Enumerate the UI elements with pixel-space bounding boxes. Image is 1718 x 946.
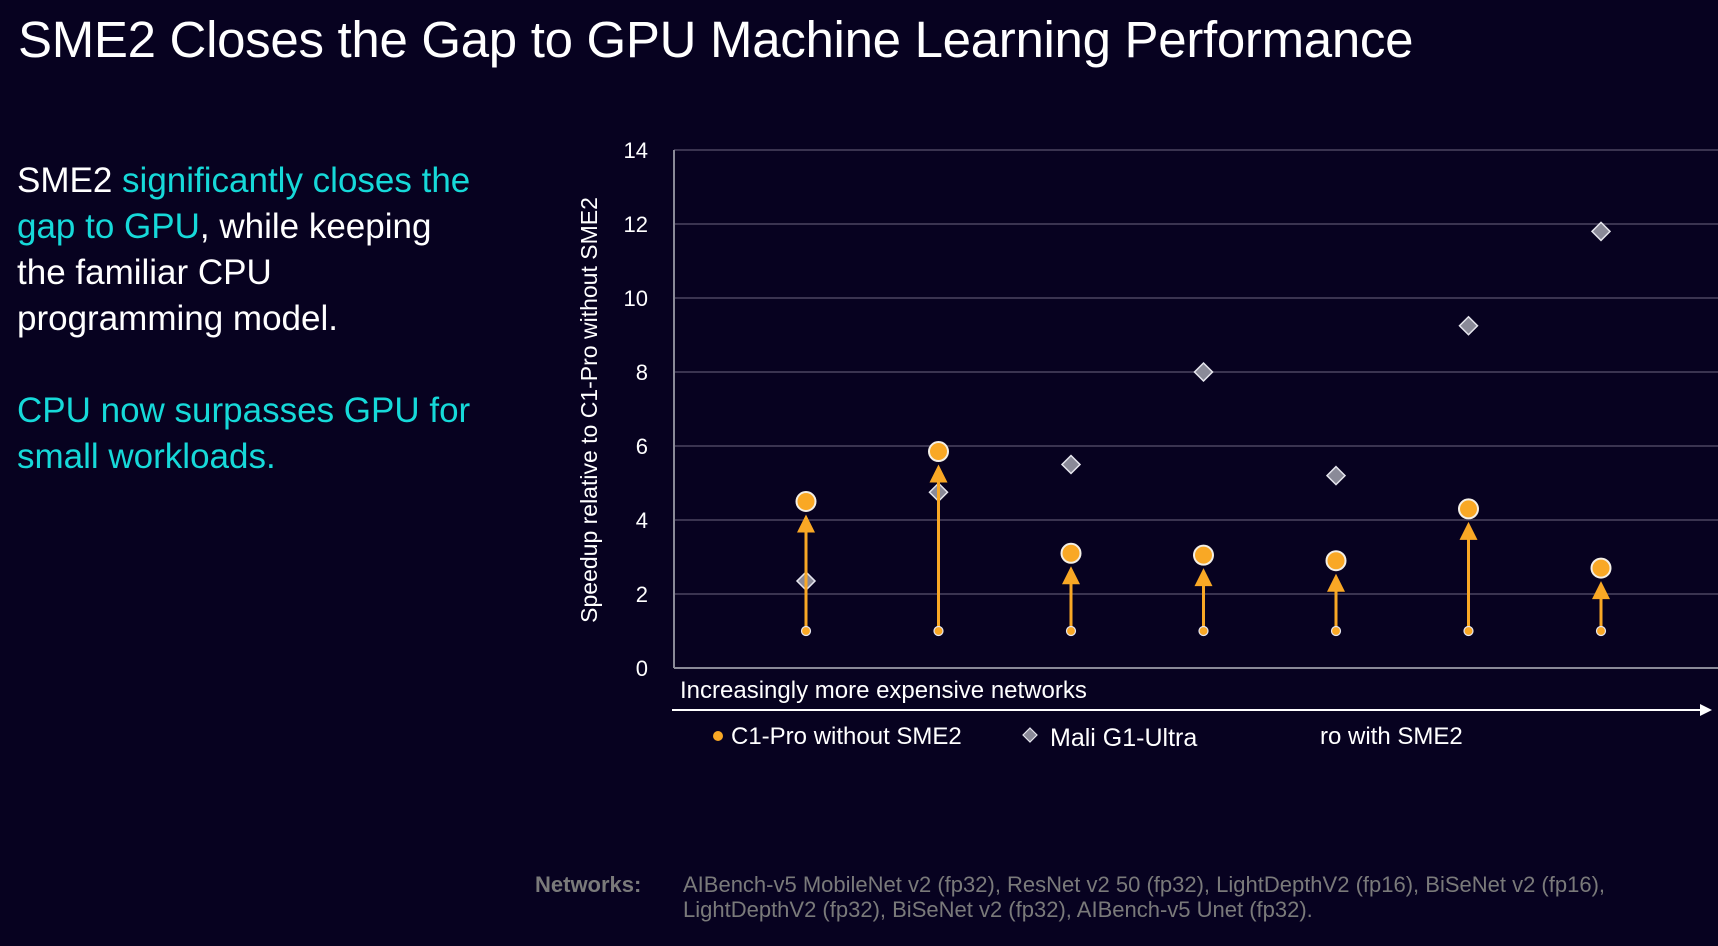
legend-diamond-icon — [1022, 727, 1038, 743]
summary-paragraph-1: SME2 significantly closes the gap to GPU… — [17, 158, 487, 342]
y-tick-label: 8 — [636, 360, 648, 385]
footnote-text: AIBench-v5 MobileNet v2 (fp32), ResNet v… — [683, 872, 1606, 922]
mali-g1-ultra-point — [1060, 454, 1082, 475]
c1-pro-without-sme2-point — [800, 625, 812, 637]
speedup-arrowhead — [1327, 573, 1345, 592]
y-tick-label: 12 — [624, 212, 648, 237]
y-tick-labels: 0 2 4 6 8 10 12 14 — [624, 138, 648, 681]
y-tick-label: 0 — [636, 656, 648, 681]
speedup-arrowhead — [1592, 581, 1610, 600]
c1-pro-without-sme2-point — [1330, 625, 1342, 637]
c1-pro-with-sme2-point — [1590, 557, 1612, 579]
c1-pro-with-sme2-point — [1060, 542, 1082, 564]
speedup-arrowhead — [929, 464, 948, 483]
footnote: Networks: AIBench-v5 MobileNet v2 (fp32)… — [535, 872, 1683, 922]
summary-text-run: SME2 — [17, 161, 123, 200]
c1-pro-with-sme2-point — [1193, 544, 1214, 566]
data-marks — [795, 221, 1612, 637]
speedup-arrowhead — [1194, 568, 1213, 587]
c1-pro-without-sme2-point — [1463, 625, 1474, 637]
speedup-arrowhead — [1459, 521, 1478, 540]
summary-text-run: , while keeping the familiar CPU program… — [17, 207, 432, 338]
y-axis-label: Speedup relative to C1-Pro without SME2 — [576, 197, 602, 623]
legend-dot-icon — [713, 731, 723, 741]
mali-g1-ultra-point — [1590, 221, 1612, 242]
mali-g1-ultra-point — [1458, 315, 1479, 336]
summary-highlight: CPU now surpasses GPU for small workload… — [17, 391, 471, 476]
c1-pro-with-sme2-point — [795, 491, 817, 512]
y-tick-label: 2 — [636, 582, 648, 607]
footnote-label: Networks: — [535, 872, 642, 897]
legend-label-c1-pro-without-sme2: C1-Pro without SME2 — [731, 723, 962, 750]
c1-pro-without-sme2-point — [1065, 625, 1077, 637]
c1-pro-without-sme2-point — [933, 625, 944, 637]
speedup-arrowhead — [1062, 566, 1080, 585]
c1-pro-without-sme2-point — [1595, 625, 1607, 637]
mali-g1-ultra-point — [1325, 465, 1347, 486]
y-tick-label: 6 — [636, 434, 648, 459]
x-direction-arrowhead — [1700, 704, 1712, 716]
summary-text: SME2 significantly closes the gap to GPU… — [17, 158, 487, 480]
c1-pro-with-sme2-point — [1325, 550, 1347, 572]
legend-label-mali-g1-ultra: Mali G1-Ultra — [1050, 724, 1197, 752]
c1-pro-with-sme2-point — [1458, 498, 1479, 520]
c1-pro-without-sme2-point — [1198, 625, 1209, 637]
y-tick-label: 10 — [624, 286, 648, 311]
speedup-arrowhead — [797, 514, 815, 533]
x-axis-label: Increasingly more expensive networks — [680, 677, 1087, 704]
slide-title: SME2 Closes the Gap to GPU Machine Learn… — [18, 11, 1414, 68]
y-tick-label: 14 — [624, 138, 648, 163]
c1-pro-with-sme2-point — [928, 441, 949, 463]
summary-paragraph-2: CPU now surpasses GPU for small workload… — [17, 388, 487, 480]
mali-g1-ultra-point — [1193, 361, 1214, 383]
legend: C1-Pro without SME2 Mali G1-Ultra ro wit… — [713, 723, 1463, 752]
summary-highlight: significantly closes the gap to GPU — [17, 161, 471, 246]
x-direction-arrow — [672, 704, 1712, 716]
legend-label-c1-pro-with-sme2: ro with SME2 — [1320, 723, 1463, 750]
y-tick-label: 4 — [636, 508, 648, 533]
